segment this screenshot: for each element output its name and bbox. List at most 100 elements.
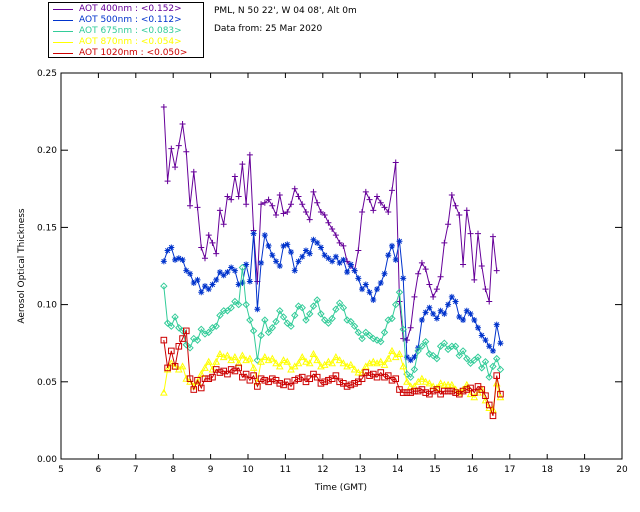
data-point: [459, 385, 467, 393]
data-point: [239, 161, 246, 168]
data-point: [243, 201, 250, 208]
series-line: [163, 349, 501, 411]
data-point: [410, 365, 419, 374]
data-date: Data from: 25 Mar 2020: [214, 24, 323, 34]
data-point: [489, 347, 496, 354]
data-point: [193, 336, 202, 344]
data-point: [347, 360, 355, 368]
data-point: [254, 306, 261, 313]
legend-label: AOT 675nm : <0.083>: [79, 26, 182, 36]
data-point: [418, 317, 425, 324]
data-point: [350, 322, 359, 330]
data-point: [160, 282, 168, 290]
data-point: [310, 188, 317, 195]
data-point: [284, 241, 291, 248]
data-point: [187, 202, 194, 209]
data-point: [365, 331, 374, 340]
data-point: [429, 351, 437, 360]
data-point: [172, 164, 179, 171]
data-point: [437, 273, 444, 280]
data-point: [201, 375, 209, 383]
data-point: [190, 386, 198, 393]
data-point: [407, 324, 414, 331]
data-point: [246, 151, 253, 158]
data-point: [249, 363, 258, 371]
data-point: [261, 376, 269, 384]
data-point: [463, 207, 470, 214]
data-point: [287, 383, 295, 390]
data-point: [467, 310, 474, 317]
x-tick-label: 18: [541, 465, 553, 475]
data-point: [272, 359, 280, 367]
data-point: [205, 286, 212, 293]
data-point: [283, 319, 291, 327]
data-point: [336, 378, 343, 386]
data-point: [406, 382, 415, 390]
data-point: [242, 370, 250, 378]
data-point: [302, 316, 310, 324]
data-point: [213, 276, 220, 283]
legend-item: AOT 500nm : <0.112>: [53, 15, 203, 26]
x-tick-label: 20: [616, 465, 628, 475]
data-point: [347, 261, 354, 268]
data-point: [193, 377, 202, 385]
legend-item: AOT 1020nm : <0.050>: [53, 48, 203, 59]
y-axis-label: Aerosol Optical Thickness: [17, 208, 27, 324]
data-point: [497, 390, 504, 398]
data-point: [228, 264, 235, 271]
data-point: [325, 376, 332, 384]
data-point: [354, 328, 363, 337]
data-point: [317, 244, 324, 251]
data-point: [198, 289, 205, 296]
data-point: [400, 335, 407, 342]
data-point: [216, 311, 224, 320]
data-point: [246, 354, 254, 362]
x-tick-label: 14: [392, 465, 404, 475]
data-point: [374, 286, 381, 293]
data-point: [414, 387, 422, 395]
data-point: [406, 373, 415, 381]
data-point: [467, 230, 474, 237]
data-point: [261, 316, 269, 324]
data-point: [392, 300, 400, 309]
data-point: [455, 351, 464, 360]
data-point: [475, 230, 482, 237]
data-point: [164, 247, 171, 254]
data-point: [403, 354, 410, 361]
data-point: [369, 357, 378, 365]
data-point: [426, 304, 433, 311]
data-point: [227, 303, 235, 312]
data-point: [418, 259, 425, 266]
series-line: [163, 328, 501, 416]
x-tick-label: 19: [579, 465, 591, 475]
data-point: [340, 242, 347, 249]
data-point: [160, 336, 168, 344]
data-point: [444, 380, 452, 388]
data-point: [288, 249, 295, 256]
data-point: [306, 250, 313, 257]
data-point: [295, 193, 302, 200]
data-point: [325, 219, 332, 226]
data-point: [272, 317, 280, 326]
data-point: [466, 390, 475, 398]
data-point: [197, 384, 205, 392]
data-point: [280, 210, 287, 217]
data-point: [223, 307, 232, 315]
data-point: [437, 307, 444, 314]
data-point: [481, 358, 490, 366]
data-point: [447, 380, 456, 388]
data-point: [321, 378, 328, 386]
data-point: [220, 272, 227, 279]
data-point: [280, 242, 287, 249]
data-point: [347, 381, 355, 389]
data-point: [332, 232, 339, 239]
data-point: [216, 207, 223, 214]
data-point: [366, 289, 373, 296]
data-point: [224, 193, 231, 200]
series-line: [163, 106, 498, 341]
data-point: [250, 372, 257, 379]
data-point: [201, 283, 208, 290]
data-point: [309, 349, 318, 358]
legend-item: AOT 400nm : <0.152>: [53, 4, 203, 15]
data-point: [433, 386, 441, 393]
